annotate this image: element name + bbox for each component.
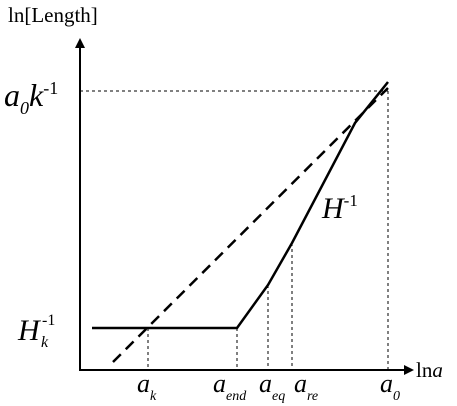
- text-part: a: [137, 369, 150, 398]
- text-part: -1: [43, 78, 58, 98]
- x-tick-label: ak: [137, 369, 157, 404]
- text-part: ln: [416, 358, 433, 382]
- y-tick-base: H: [17, 314, 42, 347]
- text-part: k: [29, 77, 44, 113]
- text-part: H: [321, 192, 346, 225]
- x-axis-label: lna: [416, 358, 443, 382]
- text-part: eq: [272, 389, 285, 404]
- text-part: 0: [393, 389, 400, 404]
- text-part: a: [213, 369, 226, 398]
- dashed-line: [112, 87, 389, 363]
- hubble-curve: [92, 81, 389, 330]
- text-part: k: [150, 389, 157, 404]
- y-tick-label: H k -1: [17, 312, 55, 351]
- text-part: re: [307, 389, 318, 404]
- text-part: -1: [344, 191, 358, 210]
- y-tick-sub: k: [41, 334, 49, 351]
- text-part: a: [380, 369, 393, 398]
- text-part: a: [432, 358, 443, 382]
- text-part: a: [259, 369, 272, 398]
- text-part: 0: [20, 98, 29, 118]
- x-tick-label: a0: [380, 369, 400, 404]
- x-tick-label: aend: [213, 369, 247, 404]
- guides: [80, 90, 389, 370]
- text-part: a: [4, 77, 20, 113]
- text-part: end: [226, 389, 247, 404]
- y-tick-label: a0k-1: [4, 77, 58, 118]
- x-tick-labels: ak aend aeq are a0: [137, 369, 400, 404]
- y-axis-label: ln[Length]: [8, 3, 98, 27]
- x-tick-label: are: [294, 369, 318, 404]
- x-tick-label: aeq: [259, 369, 285, 404]
- curve-label: H-1: [321, 191, 358, 225]
- text-part: a: [294, 369, 307, 398]
- y-tick-sup: -1: [42, 312, 55, 329]
